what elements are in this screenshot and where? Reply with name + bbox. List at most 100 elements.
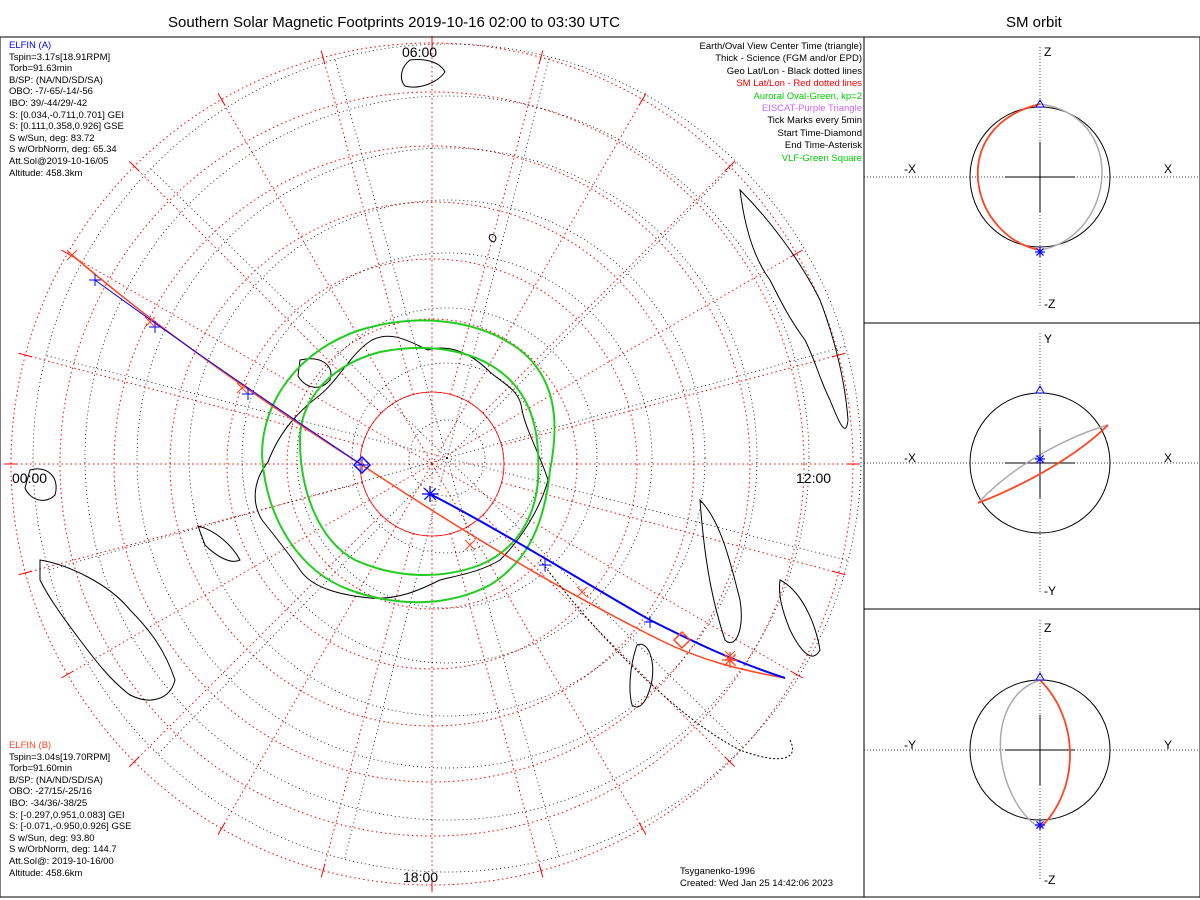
- rim-tick: [831, 352, 846, 358]
- legend: Earth/Oval View Center Time (triangle) T…: [700, 41, 862, 165]
- coastline: [39, 559, 176, 701]
- legend-entry: Thick - Science (FGM and/or EPD): [715, 53, 862, 65]
- geo-lon-spoke: [446, 457, 849, 561]
- geo-lat-circle: [351, 362, 543, 554]
- elfin-a-line: B/SP: (NA/ND/SD/SA): [9, 74, 103, 86]
- elfin-b-line: Att.Sol@: 2019-10-16/00: [9, 855, 114, 867]
- orbit-frame: [863, 36, 1200, 898]
- created-credit: Created: Wed Jan 25 14:42:06 2023: [680, 878, 833, 889]
- coastline: [779, 579, 821, 657]
- elfin-a-line: S w/Sun, deg: 83.72: [9, 132, 95, 144]
- rim-tick: [320, 863, 326, 878]
- rim-tick: [538, 863, 544, 878]
- orbit-xy-top: Y: [1044, 332, 1053, 346]
- view-triangle: [1035, 384, 1045, 394]
- auroral-oval-outer: [260, 319, 556, 604]
- rim-tick: [638, 822, 647, 835]
- geo-lon-spoke: [157, 457, 448, 755]
- elfin-b-name: ELFIN (B): [9, 740, 52, 751]
- sm-mlt-spoke: [482, 514, 731, 763]
- elfin-a-line: OBO: -7/-65/-14/-56: [9, 86, 93, 98]
- elfin-a-start-diamond: [352, 455, 372, 475]
- legend-entry: EISCAT-Purple Triangle: [761, 103, 862, 115]
- mlt-label-top: 06:00: [402, 44, 438, 60]
- orbit-yz-right: Y: [1164, 738, 1173, 752]
- elfin-a-end-asterisk: [423, 487, 437, 501]
- auroral-ovals: [260, 319, 556, 604]
- sm-mlt-spoke: [431, 463, 797, 675]
- orbit-yz-bottom: -Z: [1044, 873, 1056, 887]
- elfin-b-line: S w/OrbNorm, deg: 144.7: [9, 844, 117, 856]
- elfin-a-line: Att.Sol@2019-10-16/05: [9, 155, 109, 167]
- legend-entry: Geo Lat/Lon - Black dotted lines: [726, 65, 862, 77]
- geo-lat-circle: [188, 199, 706, 717]
- elfin-a-track-science: [429, 493, 786, 679]
- orbit-asterisk: [1036, 821, 1044, 829]
- orbit-yz-left: -Y: [904, 738, 916, 752]
- mlt-label-right: 12:00: [796, 470, 832, 486]
- coastline: [297, 358, 332, 388]
- elfin-b-line: OBO: -27/15/-25/16: [9, 786, 92, 798]
- coastline: [197, 525, 241, 562]
- legend-entry: SM Lat/Lon - Red dotted lines: [736, 78, 862, 90]
- sm-mlt-spoke: [133, 165, 382, 414]
- orbit-xy-bottom: -Y: [1044, 584, 1056, 598]
- elfin-b-line: B/SP: (NA/ND/SD/SA): [9, 774, 103, 786]
- rim-tick: [831, 570, 846, 576]
- sm-mlt-spoke: [322, 57, 414, 395]
- coastline: [400, 59, 446, 88]
- geo-lon-spoke: [446, 56, 550, 459]
- geo-lat-circle: [84, 95, 810, 821]
- orbit-asterisk: [1036, 455, 1044, 463]
- tick-mark: [144, 316, 156, 328]
- geo-lon-spoke: [334, 59, 448, 459]
- geo-lat-circle: [408, 419, 486, 497]
- orbit-xy-right: X: [1164, 451, 1173, 465]
- orbit-red: [1039, 679, 1071, 829]
- mlt-label-left: 00:00: [12, 470, 48, 486]
- tick-mark: [236, 382, 248, 394]
- orbit-yz-top: Z: [1044, 621, 1052, 635]
- mlt-label-bottom: 18:00: [403, 869, 439, 885]
- orbit-asterisk: [1036, 248, 1044, 256]
- geo-lon-spoke: [150, 168, 448, 459]
- model-credit: Tsyganenko-1996: [680, 866, 755, 877]
- geo-lat-circle: [296, 307, 598, 609]
- elfin-a-track-extension: [539, 559, 793, 760]
- auroral-oval-inner: [298, 346, 540, 576]
- orbit-xz-right: X: [1164, 162, 1173, 176]
- geo-lon-spoke: [446, 161, 737, 459]
- rim-tick: [129, 756, 140, 767]
- main-title: Southern Solar Magnetic Footprints 2019-…: [168, 14, 620, 31]
- sm-mlt-spoke: [431, 99, 643, 465]
- tick-mark: [576, 586, 588, 598]
- elfin-a-line: S: [0.111,0.358,0.926] GSE: [9, 121, 124, 133]
- rim-tick: [217, 93, 226, 106]
- orbit-panels: [864, 47, 1200, 880]
- elfin-a-line: IBO: 39/-44/29/-42: [9, 97, 88, 109]
- rim-tick: [129, 161, 140, 172]
- elfin-b-info: ELFIN (B) Tspin=3.04s[19.70RPM] Torb=91.…: [9, 740, 132, 879]
- orbit-red: [977, 424, 1109, 504]
- sm-mlt-spoke: [221, 99, 433, 465]
- orbit-xz-left: -X: [904, 162, 916, 176]
- sm-mlt-spoke: [450, 533, 542, 871]
- tick-mark: [464, 539, 476, 551]
- legend-entry: VLF-Green Square: [781, 152, 862, 164]
- rim-tick: [638, 93, 647, 106]
- orbit-gray: [1039, 103, 1103, 251]
- sm-lat-circle: [59, 91, 805, 837]
- geo-lon-spoke: [48, 457, 448, 571]
- geo-lon-spoke: [446, 457, 560, 857]
- sm-lat-circle: [226, 258, 638, 670]
- sm-mlt-spoke: [221, 463, 433, 829]
- geo-lon-spoke: [446, 457, 744, 748]
- coastline: [24, 468, 57, 501]
- rim-tick: [790, 670, 803, 679]
- geo-lon-spoke: [446, 345, 846, 459]
- orbit-xz-bottom: -Z: [1044, 297, 1056, 311]
- geo-lat-circle: [32, 43, 862, 873]
- legend-entry: Earth/Oval View Center Time (triangle): [699, 41, 862, 52]
- footprint-tracks: [66, 249, 793, 760]
